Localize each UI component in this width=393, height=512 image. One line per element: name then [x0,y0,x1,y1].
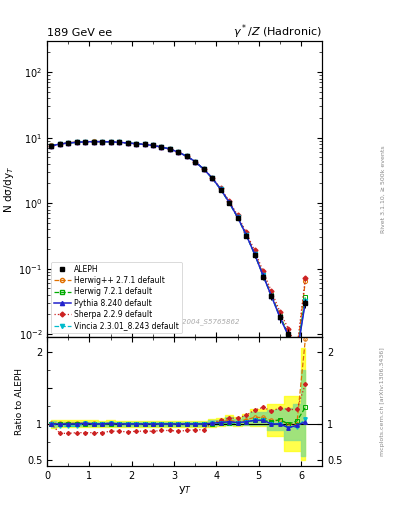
Text: 189 GeV ee: 189 GeV ee [47,28,112,37]
Y-axis label: Ratio to ALEPH: Ratio to ALEPH [15,368,24,435]
Text: Rivet 3.1.10, ≥ 500k events: Rivet 3.1.10, ≥ 500k events [380,145,385,233]
X-axis label: y$_T$: y$_T$ [178,483,192,496]
Legend: ALEPH, Herwig++ 2.7.1 default, Herwig 7.2.1 default, Pythia 8.240 default, Sherp: ALEPH, Herwig++ 2.7.1 default, Herwig 7.… [51,262,182,333]
Text: $\gamma^*/Z$ (Hadronic): $\gamma^*/Z$ (Hadronic) [233,23,322,41]
Text: ALEPH_2004_S5765862: ALEPH_2004_S5765862 [157,318,240,325]
Text: mcplots.cern.ch [arXiv:1306.3436]: mcplots.cern.ch [arXiv:1306.3436] [380,347,385,456]
Y-axis label: N dσ/dy$_T$: N dσ/dy$_T$ [2,165,16,213]
